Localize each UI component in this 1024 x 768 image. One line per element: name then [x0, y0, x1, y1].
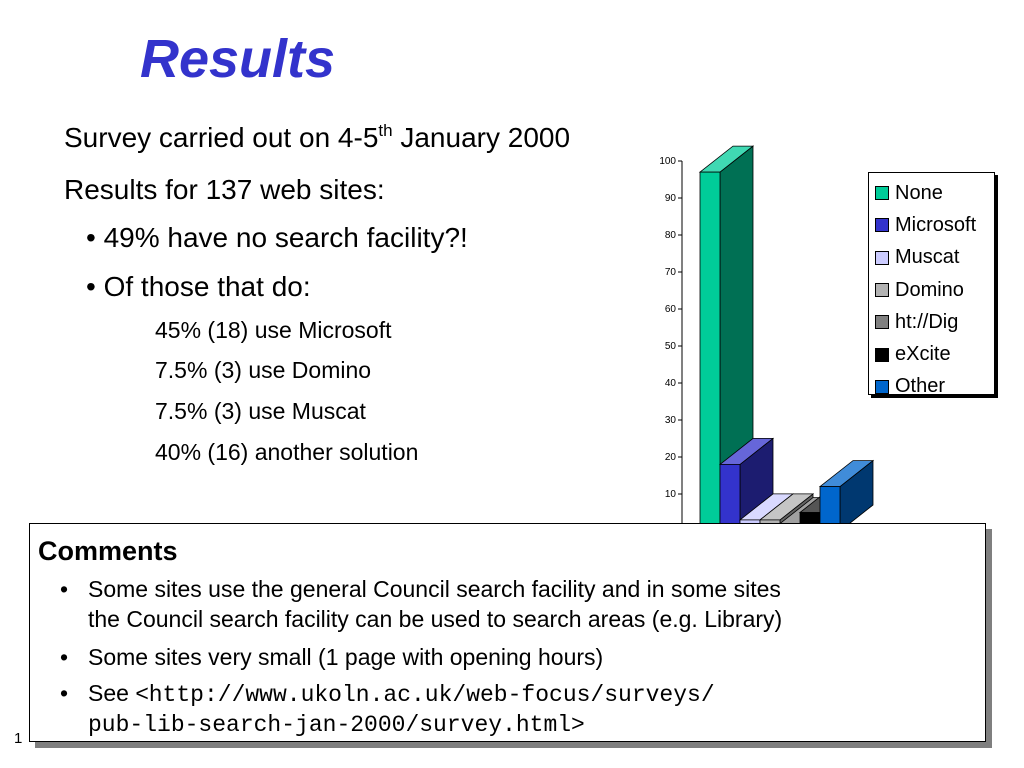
comment-bullet: •	[60, 576, 69, 602]
y-tick-label: 40	[665, 378, 677, 389]
bullet-glyph: •	[86, 222, 96, 253]
legend-item: Other	[869, 371, 994, 403]
legend-label: eXcite	[895, 343, 951, 366]
y-tick-label: 90	[665, 193, 677, 204]
comment-council-line-1: Some sites use the general Council searc…	[88, 576, 781, 602]
y-tick-label: 80	[665, 230, 677, 241]
legend-swatch	[875, 250, 889, 265]
legend-item: ht://Dig	[869, 306, 994, 338]
comment-see-link-line-2: pub-lib-search-jan-2000/survey.html>	[88, 708, 585, 740]
see-suffix: >	[571, 710, 585, 736]
legend-swatch	[875, 379, 889, 394]
slide-title: Results	[140, 29, 336, 89]
chart-legend: None Microsoft Muscat Domino ht://Dig eXcite O…	[868, 172, 995, 397]
comment-council-line-2: the Council search facility can be used …	[88, 606, 783, 632]
bullet-no-search: • 49% have no search facility?!	[86, 224, 468, 252]
comments-title: Comments	[38, 536, 178, 566]
page-number: 1	[14, 730, 23, 747]
legend-swatch	[875, 218, 889, 233]
legend-item: Domino	[869, 274, 994, 306]
comment-small-sites: Some sites very small (1 page with openi…	[88, 644, 604, 670]
legend-swatch	[875, 283, 889, 298]
legend-swatch	[875, 347, 889, 362]
comments-box: Comments • Some sites use the general Co…	[29, 523, 986, 742]
legend-swatch	[875, 186, 889, 201]
legend-swatch	[875, 315, 889, 330]
sub-item-muscat: 7.5% (3) use Muscat	[155, 398, 366, 424]
y-tick-label: 100	[659, 156, 676, 167]
see-prefix: See <	[88, 680, 149, 706]
bar-microsoft	[719, 463, 741, 532]
survey-url-part-2[interactable]: pub-lib-search-jan-2000/survey.html	[88, 712, 572, 738]
survey-url-part-1[interactable]: http://www.ukoln.ac.uk/web-focus/surveys…	[148, 682, 715, 708]
legend-label: Domino	[895, 278, 964, 301]
legend-label: None	[895, 181, 943, 204]
bullet-those-that-do: • Of those that do:	[86, 273, 311, 301]
legend-label: Microsoft	[895, 213, 977, 236]
bullet-those-that-do-text: Of those that do:	[103, 271, 311, 302]
y-tick-label: 20	[665, 452, 677, 463]
y-tick-label: 10	[665, 489, 677, 500]
legend-item: eXcite	[869, 338, 994, 370]
comment-bullet: •	[60, 644, 69, 670]
sub-item-domino: 7.5% (3) use Domino	[155, 357, 372, 383]
results-line: Results for 137 web sites:	[64, 174, 385, 205]
survey-date-superscript: th	[378, 121, 393, 140]
legend-label: Muscat	[895, 246, 960, 269]
y-tick-label: 60	[665, 304, 677, 315]
y-tick-label: 50	[665, 341, 677, 352]
bar-none	[699, 171, 721, 532]
legend-item: None	[869, 177, 994, 209]
bullet-no-search-text: 49% have no search facility?!	[103, 222, 468, 253]
legend-item: Muscat	[869, 242, 994, 274]
y-tick-label: 70	[665, 267, 677, 278]
comment-see-link-line-1: See <http://www.ukoln.ac.uk/web-focus/su…	[88, 678, 715, 710]
search-engine-bar-chart: 0102030405060708090100	[650, 145, 875, 544]
legend-item: Microsoft	[869, 209, 994, 241]
sub-item-microsoft: 45% (18) use Microsoft	[155, 317, 392, 343]
survey-date-prefix: Survey carried out on 4-5	[64, 122, 379, 153]
sub-item-another: 40% (16) another solution	[155, 439, 419, 465]
legend-label: Other	[895, 375, 946, 398]
y-tick-label: 30	[665, 415, 677, 426]
legend-label: ht://Dig	[895, 310, 959, 333]
survey-date-line: Survey carried out on 4-5th January 2000	[64, 121, 571, 153]
survey-date-suffix: January 2000	[392, 122, 571, 153]
bullet-glyph: •	[86, 271, 96, 302]
comment-bullet: •	[60, 680, 69, 706]
